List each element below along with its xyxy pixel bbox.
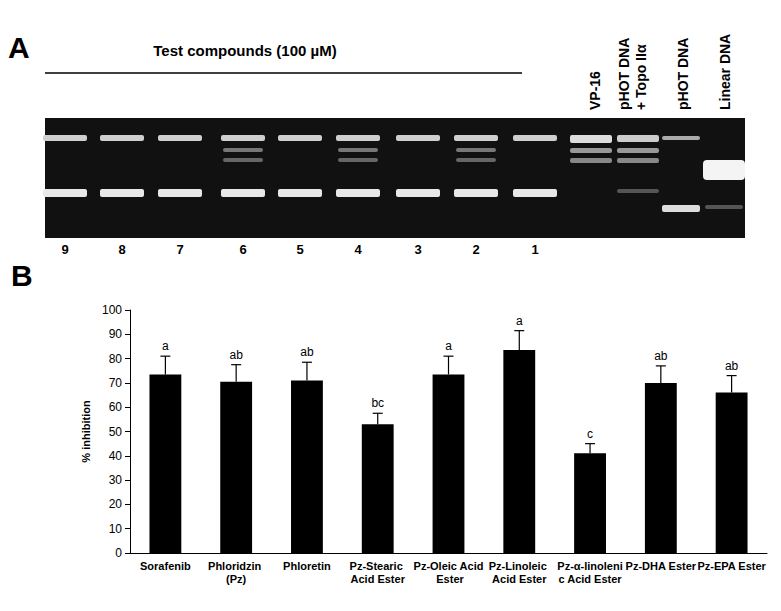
svg-text:30: 30 <box>109 473 123 487</box>
svg-text:% inhibition: % inhibition <box>80 400 92 463</box>
svg-text:A: A <box>8 31 30 64</box>
svg-text:ab: ab <box>654 349 668 363</box>
svg-text:5: 5 <box>296 242 303 257</box>
svg-text:ab: ab <box>300 345 314 359</box>
svg-text:Pz-EPA Ester: Pz-EPA Ester <box>697 560 766 572</box>
svg-text:50: 50 <box>109 425 123 439</box>
svg-text:pHOT DNA: pHOT DNA <box>616 38 632 110</box>
svg-text:100: 100 <box>102 303 122 317</box>
svg-text:c: c <box>587 427 593 441</box>
svg-text:a: a <box>162 339 169 353</box>
svg-text:90: 90 <box>109 327 123 341</box>
svg-text:B: B <box>11 259 33 292</box>
svg-text:20: 20 <box>109 497 123 511</box>
svg-text:Pz-DHA Ester: Pz-DHA Ester <box>626 560 697 572</box>
svg-text:Pz-Stearic: Pz-Stearic <box>350 560 406 572</box>
svg-text:Sorafenib: Sorafenib <box>140 560 191 572</box>
svg-text:70: 70 <box>109 376 123 390</box>
svg-text:9: 9 <box>61 242 68 257</box>
svg-text:a: a <box>516 314 523 328</box>
svg-text:3: 3 <box>414 242 421 257</box>
svg-text:Pz-α-linoleni: Pz-α-linoleni <box>557 560 622 572</box>
svg-text:(Pz): (Pz) <box>226 573 247 585</box>
svg-text:10: 10 <box>109 522 123 536</box>
svg-text:0: 0 <box>115 546 122 560</box>
svg-text:pHOT DNA: pHOT DNA <box>675 38 691 110</box>
svg-text:Acid Ester: Acid Ester <box>492 573 547 585</box>
svg-text:1: 1 <box>531 242 538 257</box>
svg-text:40: 40 <box>109 449 123 463</box>
svg-text:bc: bc <box>371 396 384 410</box>
svg-text:c Acid Ester: c Acid Ester <box>558 573 622 585</box>
svg-text:Pz-Oleic Acid: Pz-Oleic Acid <box>414 560 484 572</box>
svg-text:60: 60 <box>109 400 123 414</box>
svg-text:a: a <box>445 339 452 353</box>
svg-text:ab: ab <box>229 348 243 362</box>
svg-text:6: 6 <box>239 242 246 257</box>
svg-text:Test compounds (100 µM): Test compounds (100 µM) <box>153 42 336 59</box>
svg-text:4: 4 <box>354 242 362 257</box>
svg-text:ab: ab <box>725 359 739 373</box>
svg-text:+ Topo IIα: + Topo IIα <box>633 44 649 110</box>
svg-text:Acid Ester: Acid Ester <box>351 573 406 585</box>
svg-text:Phloretin: Phloretin <box>283 560 331 572</box>
svg-text:Pz-Linoleic: Pz-Linoleic <box>489 560 550 572</box>
svg-text:7: 7 <box>176 242 183 257</box>
svg-text:Linear DNA: Linear DNA <box>717 34 733 110</box>
svg-text:Phloridzin: Phloridzin <box>208 560 264 572</box>
svg-text:Ester: Ester <box>433 573 464 585</box>
svg-text:80: 80 <box>109 352 123 366</box>
svg-text:8: 8 <box>118 242 125 257</box>
svg-text:2: 2 <box>472 242 479 257</box>
svg-text:VP-16: VP-16 <box>587 71 603 110</box>
